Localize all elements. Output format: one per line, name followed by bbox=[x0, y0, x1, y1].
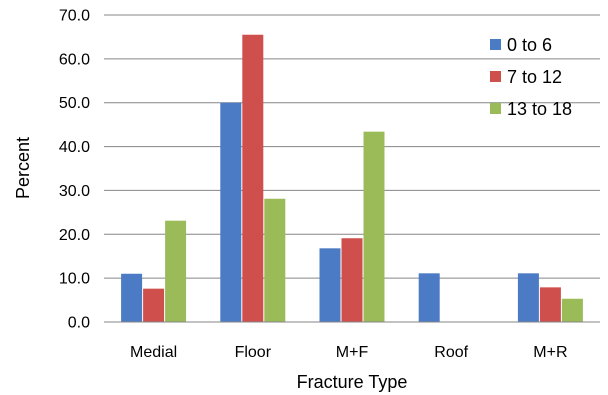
legend: 0 to 6 7 to 12 13 to 18 bbox=[490, 35, 572, 119]
bar bbox=[264, 198, 286, 322]
bar bbox=[561, 298, 583, 322]
y-tick-label: 0.0 bbox=[68, 315, 90, 332]
x-tick-label: Roof bbox=[434, 344, 468, 361]
gridlines bbox=[104, 14, 600, 279]
bar bbox=[319, 248, 341, 322]
x-tick-labels: Medial Floor M+F Roof M+R bbox=[130, 344, 567, 361]
bar bbox=[517, 273, 539, 322]
bar bbox=[165, 220, 187, 322]
y-axis-title: Percent bbox=[13, 137, 33, 199]
y-tick-label: 70.0 bbox=[59, 8, 90, 25]
x-tick-label: Medial bbox=[130, 344, 177, 361]
bar bbox=[220, 102, 242, 322]
x-tick-label: M+R bbox=[533, 344, 567, 361]
x-tick-label: M+F bbox=[336, 344, 369, 361]
bar bbox=[242, 34, 264, 322]
bar bbox=[143, 288, 165, 322]
bar bbox=[121, 273, 143, 322]
y-tick-label: 10.0 bbox=[59, 271, 90, 288]
y-tick-label: 20.0 bbox=[59, 227, 90, 244]
legend-swatch bbox=[490, 71, 501, 82]
bar bbox=[341, 238, 363, 322]
y-tick-label: 50.0 bbox=[59, 95, 90, 112]
y-tick-label: 60.0 bbox=[59, 51, 90, 68]
legend-swatch bbox=[490, 39, 501, 50]
bar bbox=[539, 287, 561, 322]
bars bbox=[121, 34, 583, 322]
legend-swatch bbox=[490, 103, 501, 114]
y-tick-labels: 0.0 10.0 20.0 30.0 40.0 50.0 60.0 70.0 bbox=[59, 8, 90, 332]
legend-label: 0 to 6 bbox=[507, 35, 552, 55]
legend-label: 13 to 18 bbox=[507, 99, 572, 119]
y-tick-label: 40.0 bbox=[59, 139, 90, 156]
y-tick-label: 30.0 bbox=[59, 183, 90, 200]
bar bbox=[363, 131, 385, 322]
legend-label: 7 to 12 bbox=[507, 67, 562, 87]
x-tick-label: Floor bbox=[235, 344, 272, 361]
x-axis-title: Fracture Type bbox=[297, 372, 408, 392]
bar bbox=[418, 273, 440, 322]
